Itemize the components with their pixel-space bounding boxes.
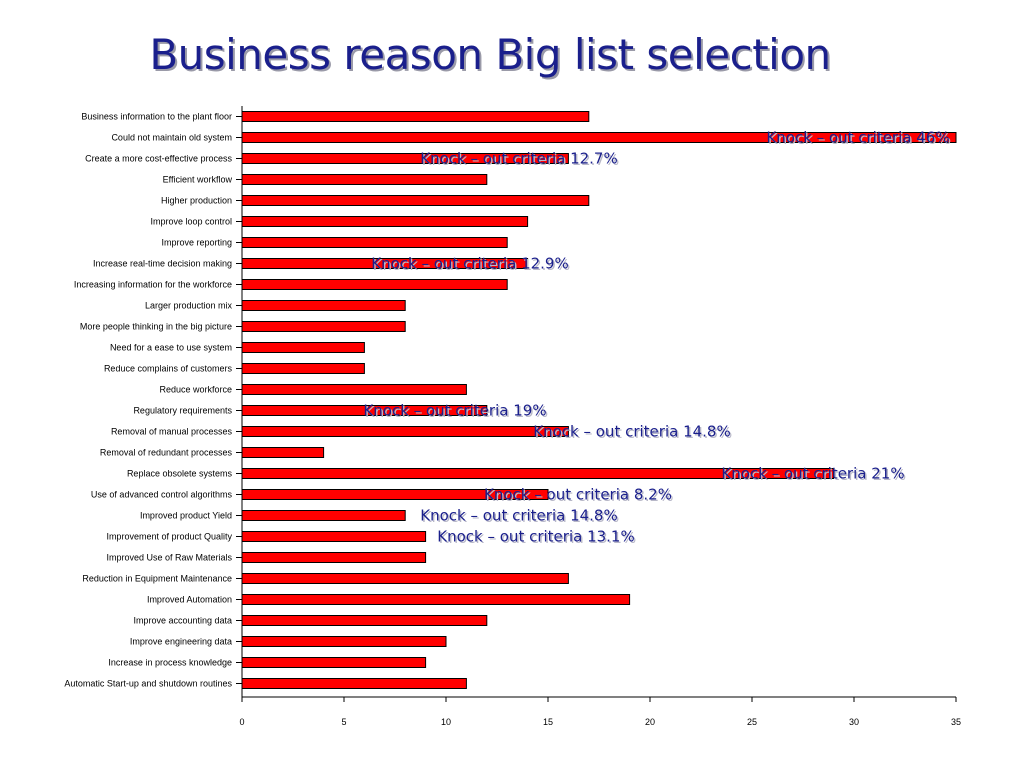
bar — [241, 552, 427, 563]
category-label: Need for a ease to use system — [110, 343, 232, 353]
annotation-label: Knock – out criteria 14.8% — [420, 507, 617, 525]
bar — [241, 594, 631, 605]
annotation-shadow: Knock – out criteria 14.8% — [535, 424, 732, 442]
annotation-label: Knock – out criteria 19% — [363, 402, 546, 420]
chart-title: Business reason Big list selection — [149, 30, 831, 79]
category-label: Improved product Yield — [140, 511, 232, 521]
x-tick-label: 35 — [951, 717, 961, 727]
category-label: Improve reporting — [161, 238, 232, 248]
annotation-shadow: Knock – out criteria 46% — [768, 130, 951, 148]
x-tick-label: 5 — [341, 717, 346, 727]
category-label: Increase in process knowledge — [108, 658, 232, 668]
annotation-shadow: Knock – out criteria 12.7% — [422, 151, 619, 169]
category-label: Removal of redundant processes — [100, 448, 233, 458]
bar — [241, 300, 406, 311]
annotation-label: Knock – out criteria 12.7% — [420, 150, 617, 168]
x-tick-label: 15 — [543, 717, 553, 727]
category-label: Increase real-time decision making — [93, 259, 232, 269]
bar — [241, 615, 488, 626]
annotation-label: Knock – out criteria 12.9% — [371, 255, 568, 273]
bar — [241, 510, 406, 521]
annotation-shadow: Knock – out criteria 21% — [723, 466, 906, 484]
bar — [241, 237, 508, 248]
category-label: Create a more cost-effective process — [85, 154, 232, 164]
category-label: Could not maintain old system — [111, 133, 232, 143]
category-label: Improved Use of Raw Materials — [106, 553, 232, 563]
annotation-shadow: Knock – out criteria 12.9% — [373, 256, 570, 274]
category-label: Reduction in Equipment Maintenance — [82, 574, 232, 584]
bar — [241, 636, 447, 647]
category-label: Removal of manual processes — [111, 427, 233, 437]
annotation-shadow: Knock – out criteria 13.1% — [439, 529, 636, 547]
x-tick-label: 0 — [239, 717, 244, 727]
category-label: More people thinking in the big picture — [80, 322, 232, 332]
annotation-label: Knock – out criteria 14.8% — [533, 423, 730, 441]
bar — [241, 573, 569, 584]
bar — [241, 342, 365, 353]
category-label: Improved Automation — [147, 595, 232, 605]
annotation-shadow: Knock – out criteria 8.2% — [486, 487, 674, 505]
category-label: Efficient workflow — [163, 175, 233, 185]
annotation-shadow: Knock – out criteria 14.8% — [422, 508, 619, 526]
annotation-shadow: Knock – out criteria 19% — [365, 403, 548, 421]
category-label: Automatic Start-up and shutdown routines — [64, 679, 232, 689]
category-label: Increasing information for the workforce — [74, 280, 232, 290]
category-label: Improve accounting data — [133, 616, 232, 626]
x-tick-label: 10 — [441, 717, 451, 727]
bar — [241, 279, 508, 290]
annotation-label: Knock – out criteria 21% — [721, 465, 904, 483]
bar — [241, 447, 325, 458]
bar — [241, 216, 529, 227]
bar — [241, 531, 427, 542]
x-tick-label: 20 — [645, 717, 655, 727]
annotation-label: Knock – out criteria 13.1% — [437, 528, 634, 546]
bar — [241, 426, 569, 437]
bar — [241, 174, 488, 185]
category-label: Reduce workforce — [159, 385, 232, 395]
category-label: Replace obsolete systems — [127, 469, 233, 479]
bar — [241, 321, 406, 332]
bar — [241, 111, 590, 122]
category-label: Use of advanced control algorithms — [91, 490, 233, 500]
category-label: Higher production — [161, 196, 232, 206]
bar — [241, 384, 467, 395]
bar — [241, 363, 365, 374]
bar — [241, 678, 467, 689]
x-tick-label: 25 — [747, 717, 757, 727]
category-label: Larger production mix — [145, 301, 233, 311]
annotation-label: Knock – out criteria 46% — [766, 129, 949, 147]
x-tick-label: 30 — [849, 717, 859, 727]
category-label: Business information to the plant floor — [81, 112, 232, 122]
category-label: Improvement of product Quality — [106, 532, 232, 542]
bar — [241, 657, 427, 668]
category-label: Reduce complains of customers — [104, 364, 233, 374]
category-label: Regulatory requirements — [133, 406, 232, 416]
bar — [241, 195, 590, 206]
annotation-label: Knock – out criteria 8.2% — [484, 486, 672, 504]
category-label: Improve loop control — [150, 217, 232, 227]
category-label: Improve engineering data — [130, 637, 232, 647]
